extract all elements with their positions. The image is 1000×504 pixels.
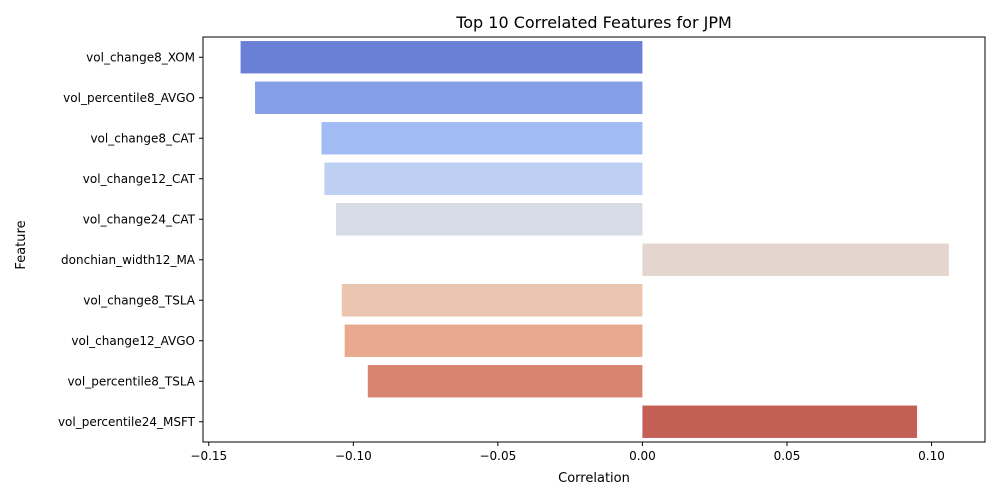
bars-layer bbox=[240, 41, 949, 438]
plot-frame bbox=[202, 36, 986, 443]
bar-vol_change8_XOM bbox=[240, 41, 643, 74]
y-tick-label: vol_change8_TSLA bbox=[83, 293, 195, 307]
x-tick-label: 0.10 bbox=[918, 449, 945, 463]
bar-vol_change12_CAT bbox=[324, 162, 643, 195]
x-tick-label: −0.15 bbox=[190, 449, 227, 463]
y-tick-label: vol_change12_AVGO bbox=[71, 334, 195, 348]
bar-vol_change12_AVGO bbox=[344, 324, 643, 357]
bar-vol_percentile8_AVGO bbox=[255, 81, 643, 114]
x-axis-label: Correlation bbox=[558, 471, 630, 486]
bar-vol_change24_CAT bbox=[335, 203, 643, 236]
y-tick-label: donchian_width12_MA bbox=[61, 253, 196, 267]
y-tick-label: vol_change12_CAT bbox=[83, 172, 196, 186]
bar-vol_percentile24_MSFT bbox=[642, 405, 918, 438]
y-tick-label: vol_change24_CAT bbox=[83, 212, 196, 226]
y-tick-label: vol_percentile8_AVGO bbox=[63, 91, 195, 105]
y-tick-label: vol_percentile8_TSLA bbox=[67, 374, 195, 388]
bar-donchian_width12_MA bbox=[642, 243, 949, 276]
y-tick-label: vol_change8_CAT bbox=[90, 131, 195, 145]
axes-layer: vol_change8_XOM vol_percentile8_AVGO vol_c… bbox=[58, 36, 986, 463]
x-tick-label: 0.05 bbox=[774, 449, 801, 463]
y-tick-label: vol_change8_XOM bbox=[86, 50, 195, 64]
bar-vol_percentile8_TSLA bbox=[367, 365, 643, 398]
bar-vol_change8_CAT bbox=[321, 122, 643, 155]
chart-title: Top 10 Correlated Features for JPM bbox=[455, 13, 732, 32]
bar-vol_change8_TSLA bbox=[341, 284, 643, 317]
x-tick-label: −0.10 bbox=[335, 449, 372, 463]
x-tick-label: −0.05 bbox=[479, 449, 516, 463]
y-axis-label: Feature bbox=[14, 220, 29, 269]
y-tick-label: vol_percentile24_MSFT bbox=[58, 415, 196, 429]
x-tick-label: 0.00 bbox=[629, 449, 656, 463]
